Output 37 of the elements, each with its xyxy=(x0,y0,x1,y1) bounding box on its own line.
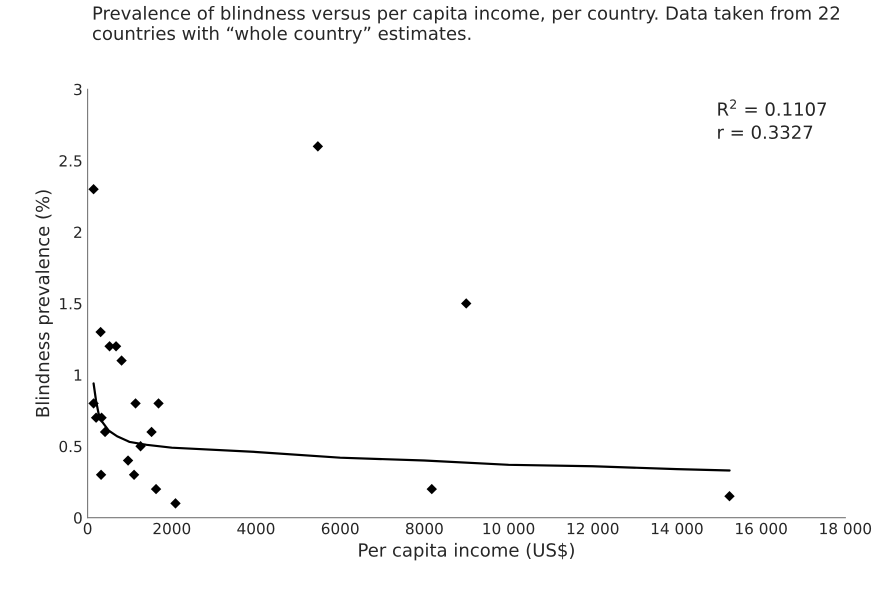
point xyxy=(130,398,141,409)
x-tick-label: 2000 xyxy=(153,522,190,534)
point xyxy=(122,455,134,466)
point xyxy=(116,355,127,366)
x-tick-label: 12 000 xyxy=(568,522,618,534)
y-tick-label: 1.5 xyxy=(60,298,82,310)
y-tick-label: 2.5 xyxy=(60,155,82,167)
x-tick-label: 14 000 xyxy=(652,522,703,534)
point xyxy=(146,426,157,438)
annotation: R$^{2}$ = 0.1107 r = 0.3327 xyxy=(718,99,826,140)
x-tick-label: 6000 xyxy=(322,522,359,534)
x-tick-label: 18 000 xyxy=(820,522,872,534)
point xyxy=(96,470,106,480)
point xyxy=(95,326,106,338)
y-tick-label: 1 xyxy=(74,370,82,381)
point xyxy=(170,498,181,509)
x-tick-label: 8000 xyxy=(406,522,443,534)
y-tick-label: 2 xyxy=(74,226,82,238)
y-tick-label: 0.5 xyxy=(59,440,82,452)
point xyxy=(153,398,164,409)
x-tick-label: 16 000 xyxy=(736,522,787,534)
x-tick-label: 10 000 xyxy=(484,522,534,534)
point xyxy=(426,484,437,494)
point xyxy=(88,184,99,194)
point xyxy=(312,141,324,152)
point xyxy=(100,426,110,438)
chart-title: Prevalence of blindness versus per capita income, per country. Data taken from 22 countries with “whole country” estimates. xyxy=(92,6,840,44)
point xyxy=(724,491,735,502)
y-axis-title: Blindness prevalence (%) xyxy=(35,190,53,416)
point xyxy=(150,484,162,494)
y-tick-label: 3 xyxy=(74,84,82,96)
x-axis-title: Per capita income (US$) xyxy=(359,542,574,560)
point xyxy=(128,470,140,480)
x-tick-label: 0 xyxy=(84,522,92,534)
point xyxy=(461,298,472,309)
x-tick-label: 4000 xyxy=(237,522,274,534)
y-tick-label: 0 xyxy=(74,512,82,524)
